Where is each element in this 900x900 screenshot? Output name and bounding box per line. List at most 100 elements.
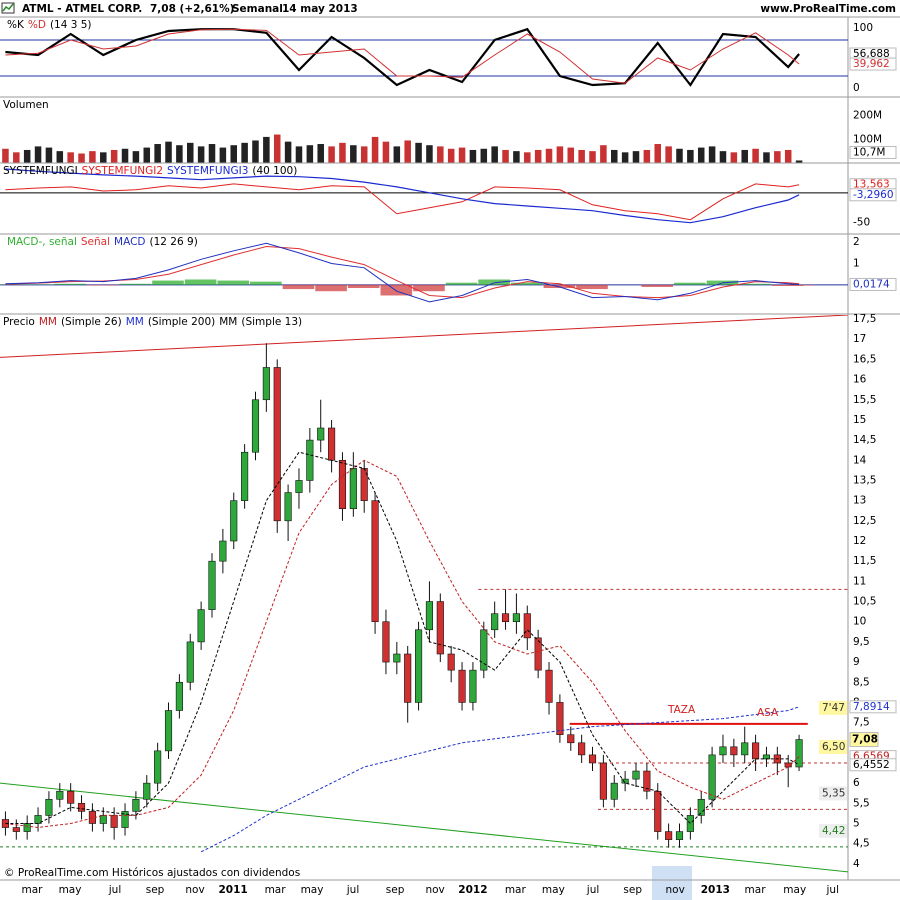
last-value-label: 39,962 xyxy=(853,58,890,70)
value-box xyxy=(849,188,897,202)
y-tick-label: 11 xyxy=(853,575,866,587)
candle-body xyxy=(328,427,336,461)
candle-body xyxy=(523,613,531,639)
histogram-bar xyxy=(445,282,478,285)
quote: 7,08 (+2,61%) xyxy=(150,3,234,15)
panel xyxy=(0,242,848,303)
volume-bar xyxy=(502,149,509,163)
candle-body xyxy=(469,669,477,703)
histogram-bar xyxy=(250,281,282,285)
value-box xyxy=(849,732,879,748)
volume-bar xyxy=(13,152,20,163)
candle-body xyxy=(404,653,412,703)
volume-bar xyxy=(676,148,683,163)
site: www.ProRealTime.com xyxy=(760,3,896,15)
candle-body xyxy=(501,613,510,623)
last-value-label: -3,2960 xyxy=(853,189,894,201)
y-tick-label: 9,5 xyxy=(853,636,870,648)
series-line xyxy=(5,183,800,221)
y-tick-label: 11,5 xyxy=(853,555,876,567)
y-tick-label: -50 xyxy=(853,217,870,229)
candle-body xyxy=(338,459,347,510)
volume-bar xyxy=(89,151,96,163)
candle-body xyxy=(262,367,270,401)
symbol: ATML - ATMEL CORP. xyxy=(22,3,142,15)
histogram-bar xyxy=(739,283,771,285)
x-tick-label: 2011 xyxy=(218,884,247,896)
y-tick-label: 10 xyxy=(853,616,866,628)
level-box xyxy=(819,786,847,801)
x-tick-label: sep xyxy=(623,884,642,896)
panel xyxy=(0,315,848,873)
y-tick-label: 5 xyxy=(853,818,860,830)
panel-title: SYSTEMFUNGI SYSTEMFUNGI2 SYSTEMFUNGI3 (40 1… xyxy=(3,165,297,177)
x-tick-label: may xyxy=(59,884,82,896)
x-tick-label: mar xyxy=(21,884,43,896)
series-line xyxy=(5,245,800,299)
x-tick-label: may xyxy=(301,884,324,896)
x-tick-label: mar xyxy=(505,884,527,896)
volume-bar xyxy=(34,146,42,163)
volume-bar xyxy=(186,142,194,163)
volume-bar xyxy=(393,146,401,163)
volume-bar xyxy=(687,149,694,163)
volume-bar xyxy=(654,144,662,163)
volume-bar xyxy=(176,145,183,163)
volume-bar xyxy=(100,152,107,163)
candle-body xyxy=(632,770,640,780)
volume-bar xyxy=(784,149,792,163)
volume-bar xyxy=(426,145,433,163)
candle-body xyxy=(219,540,227,562)
candle-body xyxy=(610,782,618,800)
volume-bar xyxy=(458,147,466,163)
volume-bar xyxy=(545,148,553,163)
candle-body xyxy=(762,754,771,760)
candle-body xyxy=(273,367,281,522)
volume-bar xyxy=(45,147,53,163)
volume-bar xyxy=(67,152,74,163)
x-tick-label: jul xyxy=(346,884,360,896)
candle-body xyxy=(795,739,803,768)
histogram-bar xyxy=(152,280,184,285)
candle-body xyxy=(186,641,194,683)
volume-bar xyxy=(208,144,216,163)
candle-body xyxy=(545,669,553,703)
value-box xyxy=(849,145,897,159)
candle-body xyxy=(741,742,749,756)
candle-body xyxy=(12,827,20,832)
candle-body xyxy=(621,778,629,784)
candle-body xyxy=(643,770,651,792)
title-params: (12 26 9) xyxy=(150,236,198,248)
volume-bar xyxy=(306,145,314,163)
series-line xyxy=(5,242,800,303)
candle-body xyxy=(752,742,760,760)
candle-body xyxy=(208,560,216,610)
candle-body xyxy=(56,790,64,800)
candle-body xyxy=(567,734,575,744)
y-tick-label: 0 xyxy=(853,82,860,94)
x-tick-label: 2012 xyxy=(458,884,487,896)
volume-bar xyxy=(121,148,129,163)
last-value-label: 10,7M xyxy=(853,146,885,158)
annotation: TAZA xyxy=(667,704,696,716)
volume-bar xyxy=(708,146,716,163)
legend-params: (Simple 26) xyxy=(61,316,122,328)
last-value-label: 56,688 xyxy=(853,48,890,60)
candle-body xyxy=(317,427,325,441)
volume-bar xyxy=(719,151,727,163)
title-label: Volumen xyxy=(3,99,49,111)
value-box xyxy=(849,700,897,714)
volume-bar xyxy=(295,146,303,163)
x-tick-label: nov xyxy=(185,884,204,896)
legend-params: (Simple 13) xyxy=(241,316,302,328)
legend-params: (Simple 200) xyxy=(148,316,215,328)
volume-bar xyxy=(284,141,292,163)
candle-body xyxy=(730,746,738,756)
legend-entry: MM xyxy=(39,316,57,328)
y-tick-label: 7,5 xyxy=(853,717,870,729)
volume-bar xyxy=(273,134,281,163)
panel xyxy=(2,134,803,163)
candle-body xyxy=(154,750,162,784)
